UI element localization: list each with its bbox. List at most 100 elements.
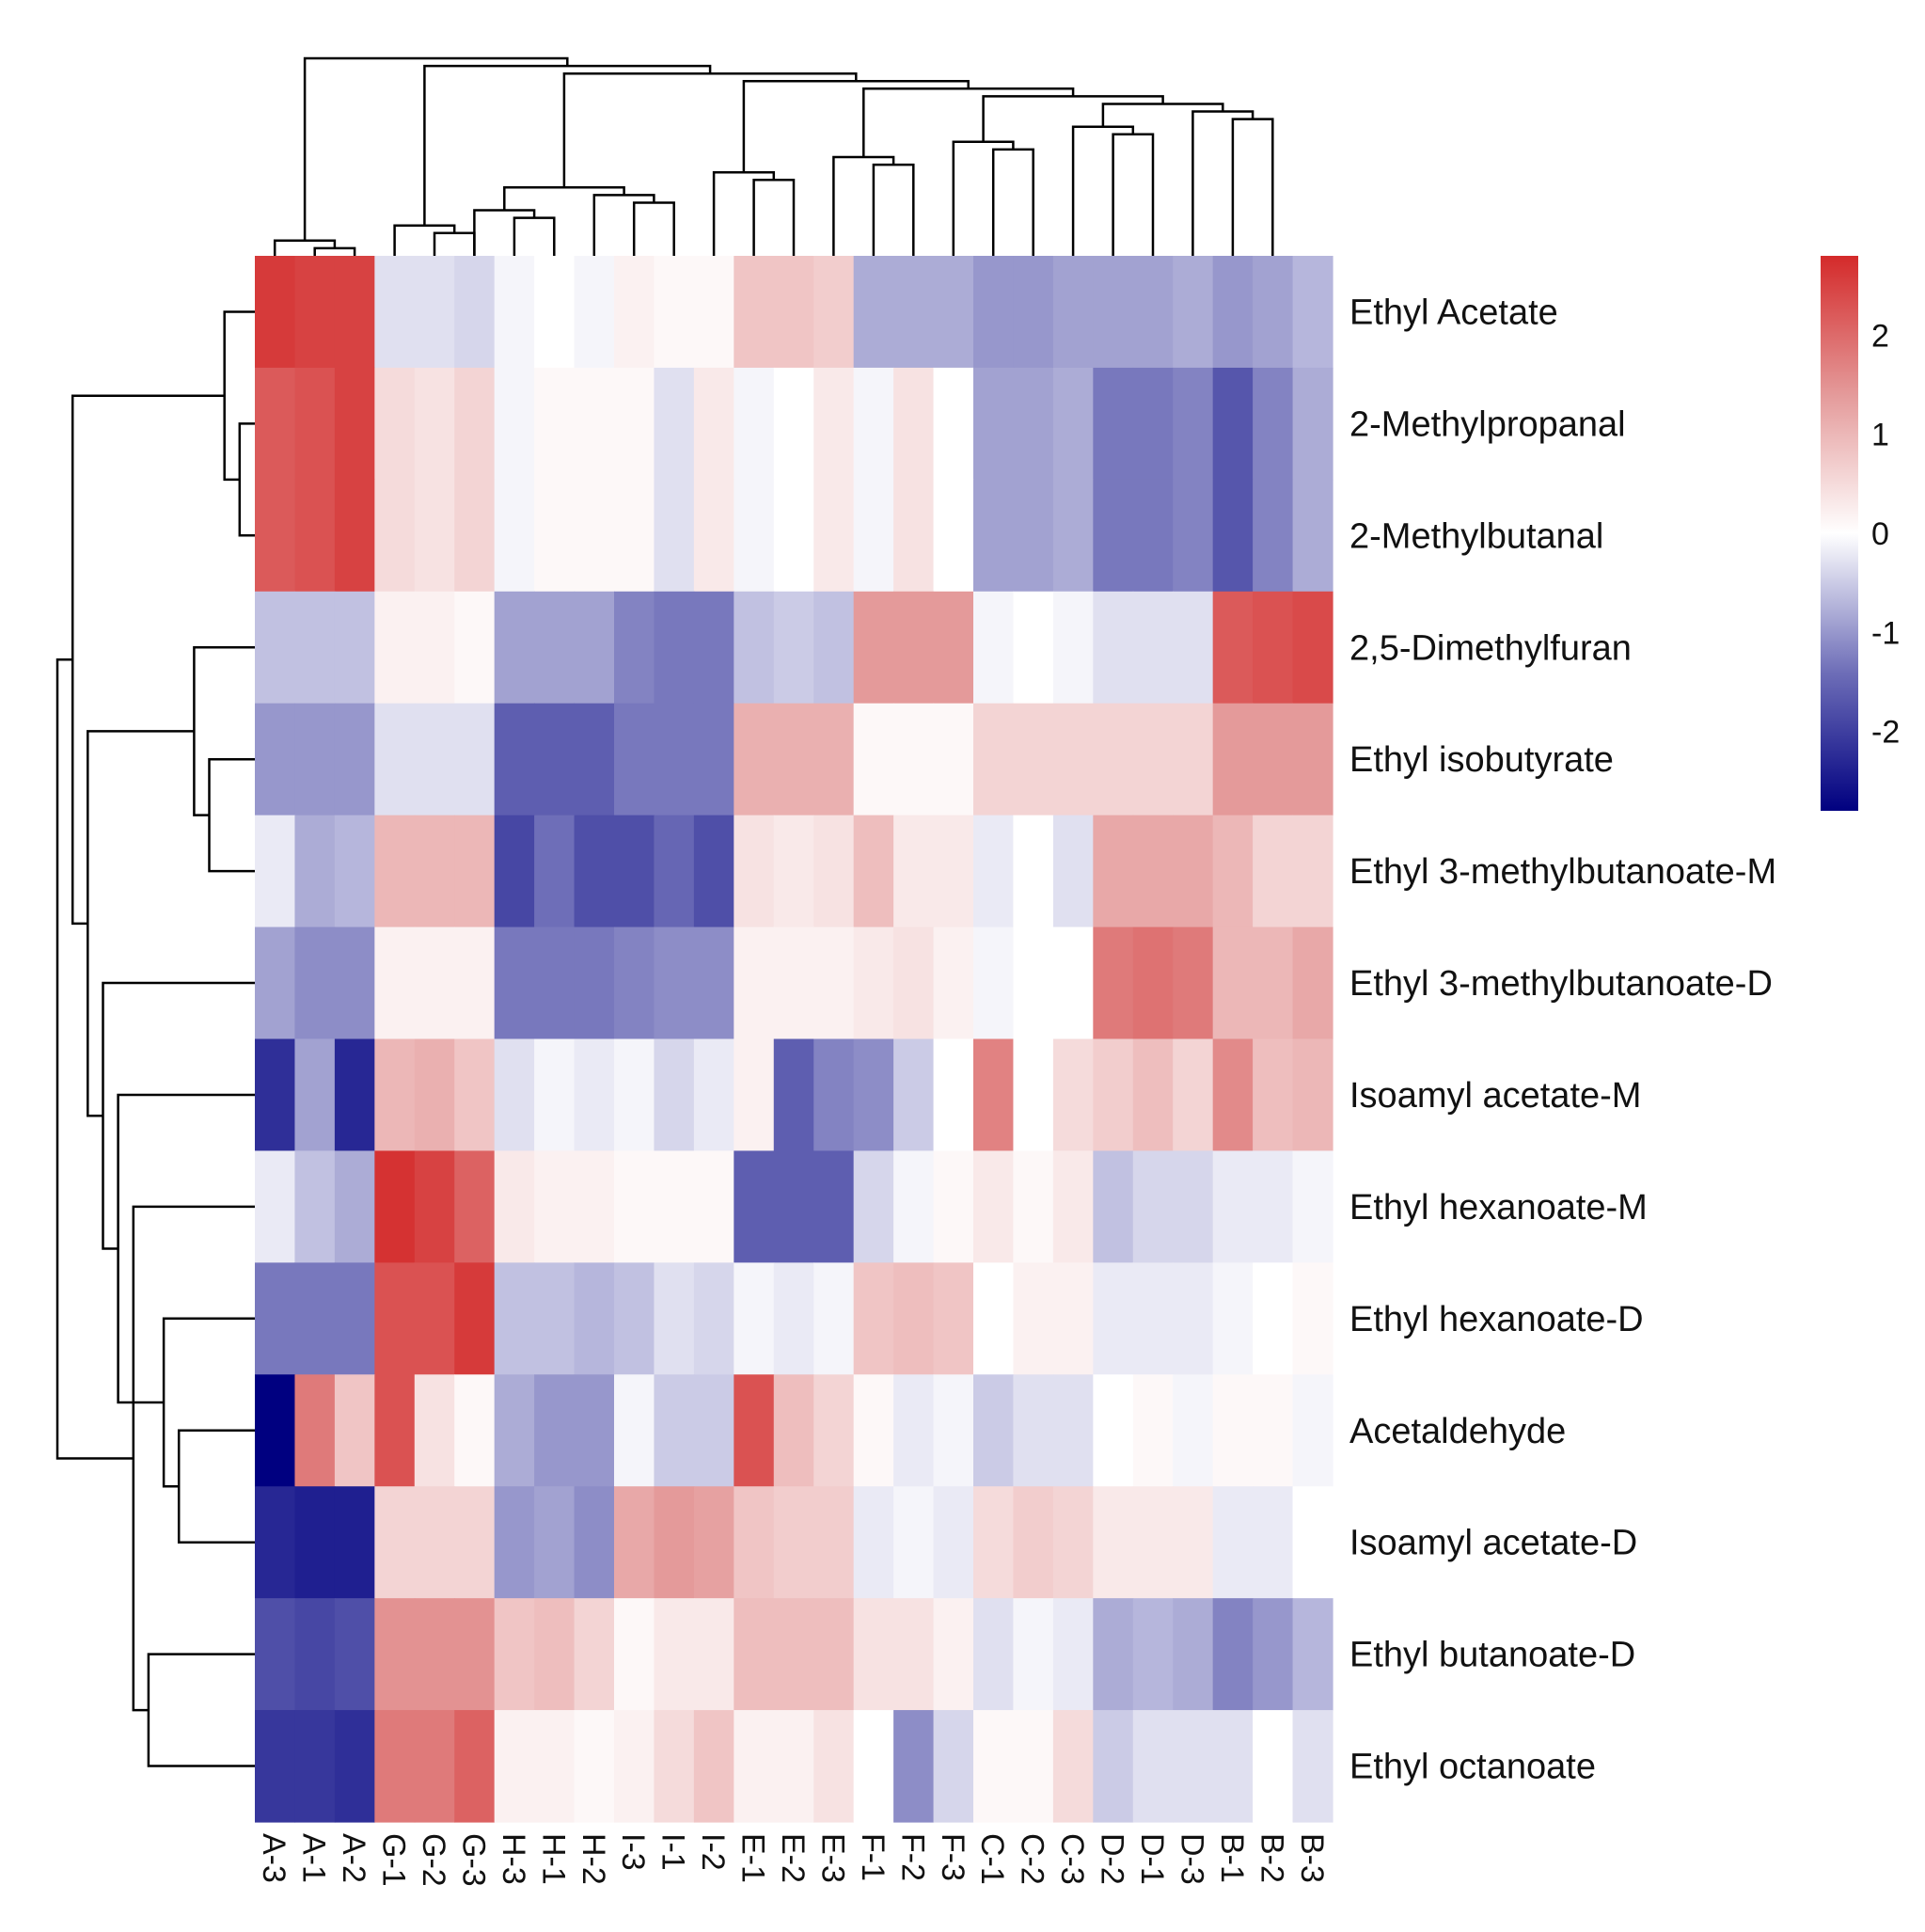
heatmap-cell xyxy=(1013,926,1054,1040)
heatmap-cell xyxy=(374,479,416,593)
heatmap-cell xyxy=(853,703,894,816)
heatmap-cell xyxy=(494,591,535,705)
heatmap-cell xyxy=(813,1710,855,1823)
heatmap-cell xyxy=(813,1598,855,1711)
dendrogram-branch xyxy=(303,56,569,241)
row-label: Ethyl Acetate xyxy=(1349,293,1558,333)
heatmap-cell xyxy=(693,591,734,705)
heatmap-cell xyxy=(294,479,336,593)
legend-tick-label: -1 xyxy=(1871,615,1900,651)
heatmap-cell xyxy=(1093,479,1134,593)
row-label: Ethyl octanoate xyxy=(1349,1748,1596,1787)
heatmap-cell xyxy=(534,367,576,481)
heatmap-cell xyxy=(773,1598,814,1711)
heatmap-cell xyxy=(933,1262,974,1375)
heatmap-cell xyxy=(1132,1150,1174,1263)
heatmap-cell xyxy=(734,926,775,1040)
dendrogram-branch xyxy=(862,87,1075,157)
column-label: F-2 xyxy=(894,1833,930,1881)
heatmap-cell xyxy=(933,1710,974,1823)
heatmap-cell xyxy=(773,1038,814,1152)
heatmap-cell xyxy=(693,1598,734,1711)
heatmap-cell xyxy=(574,1486,615,1599)
column-label: G-2 xyxy=(416,1833,451,1887)
heatmap-cell xyxy=(1052,1710,1094,1823)
heatmap-cell xyxy=(853,1486,894,1599)
heatmap-cell xyxy=(374,1374,416,1487)
heatmap-cell xyxy=(614,703,655,816)
heatmap-cell xyxy=(1093,703,1134,816)
heatmap-cell xyxy=(933,479,974,593)
heatmap-cell xyxy=(334,815,375,928)
heatmap-cell xyxy=(933,1486,974,1599)
heatmap-cell xyxy=(654,256,695,369)
heatmap-cell xyxy=(334,1038,375,1152)
heatmap-cell xyxy=(654,1598,695,1711)
heatmap-cell xyxy=(614,479,655,593)
heatmap-cell xyxy=(454,815,496,928)
heatmap-cell xyxy=(654,479,695,593)
heatmap-cell xyxy=(773,256,814,369)
heatmap-cell xyxy=(734,256,775,369)
heatmap-cell xyxy=(893,1150,935,1263)
heatmap-cell xyxy=(334,1598,375,1711)
heatmap-cell xyxy=(294,926,336,1040)
heatmap-cell xyxy=(534,1710,576,1823)
heatmap-cell xyxy=(255,591,296,705)
heatmap-cell xyxy=(1173,703,1214,816)
heatmap-cell xyxy=(1292,703,1333,816)
heatmap-cell xyxy=(654,703,695,816)
heatmap-cell xyxy=(1212,1710,1254,1823)
heatmap-cell xyxy=(773,1374,814,1487)
heatmap-cell xyxy=(614,1374,655,1487)
heatmap-cell xyxy=(414,1598,455,1711)
heatmap-cell xyxy=(454,1150,496,1263)
heatmap-cell xyxy=(654,591,695,705)
heatmap-cell xyxy=(614,1262,655,1375)
legend-tick-label: 0 xyxy=(1871,516,1889,552)
heatmap-cell xyxy=(255,815,296,928)
column-label: E-3 xyxy=(814,1833,850,1883)
heatmap-cell xyxy=(1093,1038,1134,1152)
heatmap-cell xyxy=(1013,1150,1054,1263)
heatmap-cell xyxy=(255,1150,296,1263)
heatmap-cell xyxy=(1052,1374,1094,1487)
heatmap-cell xyxy=(454,256,496,369)
heatmap-cell xyxy=(693,256,734,369)
heatmap-cell xyxy=(893,815,935,928)
heatmap-cell xyxy=(1052,367,1094,481)
heatmap-cell xyxy=(294,1038,336,1152)
heatmap-cell xyxy=(1292,591,1333,705)
heatmap-cell xyxy=(1132,479,1174,593)
heatmap-cell xyxy=(334,591,375,705)
heatmap-cell xyxy=(773,1486,814,1599)
heatmap-cell xyxy=(574,256,615,369)
heatmap-cell xyxy=(534,256,576,369)
heatmap-cell xyxy=(414,256,455,369)
heatmap-cell xyxy=(414,1150,455,1263)
heatmap-cell xyxy=(374,256,416,369)
heatmap-cell xyxy=(654,1150,695,1263)
dendrogram-branch xyxy=(742,79,970,173)
heatmap-cell xyxy=(693,1150,734,1263)
heatmap-cell xyxy=(693,815,734,928)
heatmap-cell xyxy=(893,479,935,593)
heatmap-cell xyxy=(1292,256,1333,369)
row-label: Ethyl 3-methylbutanoate-D xyxy=(1349,964,1773,1004)
heatmap-cell xyxy=(294,815,336,928)
heatmap-cell xyxy=(773,367,814,481)
heatmap-cell xyxy=(1052,1486,1094,1599)
heatmap-cell xyxy=(255,479,296,593)
heatmap-cell xyxy=(1173,591,1214,705)
heatmap-cell xyxy=(693,1710,734,1823)
heatmap-cell xyxy=(494,1150,535,1263)
heatmap-cell xyxy=(1292,1710,1333,1823)
heatmap-cell xyxy=(813,1486,855,1599)
heatmap-cell xyxy=(734,703,775,816)
heatmap-cell xyxy=(1013,703,1054,816)
heatmap-cell xyxy=(734,1486,775,1599)
heatmap-cell xyxy=(534,1598,576,1711)
heatmap-cell xyxy=(1093,256,1134,369)
column-label: E-1 xyxy=(735,1833,771,1883)
heatmap-cell xyxy=(813,479,855,593)
